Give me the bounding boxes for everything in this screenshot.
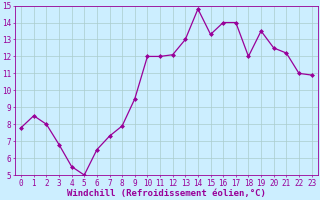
X-axis label: Windchill (Refroidissement éolien,°C): Windchill (Refroidissement éolien,°C) (67, 189, 266, 198)
